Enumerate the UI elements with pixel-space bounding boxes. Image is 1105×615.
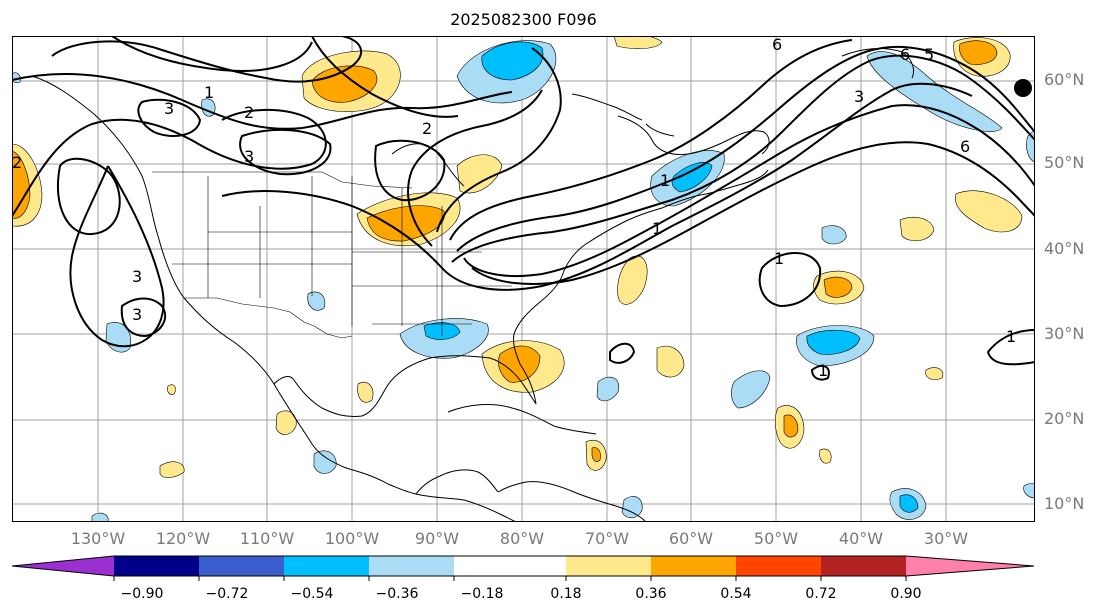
map-title: 2025082300 F096: [450, 10, 597, 29]
contour-label: 3: [854, 87, 864, 106]
lon-tick-label: 60°W: [668, 529, 714, 548]
colorbar-tick-label: −0.18: [460, 586, 504, 602]
contour-label: 1: [204, 83, 214, 102]
lon-tick-label: 120°W: [155, 529, 211, 548]
contour-label: 6: [772, 36, 782, 54]
colorbar-segment: [284, 556, 369, 576]
weather-map: 1 2 3 3 2 3 2 3 1 1 6 5 6 3 6 1 1 1: [12, 36, 1035, 522]
lon-tick-label: 70°W: [584, 529, 630, 548]
colorbar-tick-label: 0.18: [550, 586, 582, 602]
location-marker: [1014, 79, 1032, 97]
lat-tick-label: 40°N: [1044, 239, 1085, 258]
colorbar-segment: [369, 556, 454, 576]
lat-tick-label: 60°N: [1044, 70, 1085, 89]
colorbar-tick-label: 0.90: [890, 586, 922, 602]
negative-anomaly-fill: [12, 40, 1035, 522]
contour-label: 3: [132, 267, 142, 286]
colorbar-tick-label: −0.54: [290, 586, 334, 602]
contour-label: 3: [244, 147, 254, 166]
colorbar-segment: [651, 556, 736, 576]
lon-tick-label: 80°W: [499, 529, 545, 548]
lon-tick-label: 30°W: [923, 529, 969, 548]
contour-label: 1: [774, 249, 784, 268]
lat-tick-label: 50°N: [1044, 153, 1085, 172]
contour-label: 6: [960, 137, 970, 156]
colorbar-tick-label: 0.72: [805, 586, 837, 602]
colorbar-segment: [821, 556, 906, 576]
colorbar-tick-label: 0.54: [720, 586, 752, 602]
contour-label: 2: [12, 153, 22, 172]
contour-label: 2: [422, 119, 432, 138]
contour-label: 1: [660, 171, 670, 190]
colorbar-extend-high: [906, 556, 1034, 576]
lon-tick-label: 90°W: [414, 529, 460, 548]
contour-label: 6: [900, 45, 910, 64]
lon-tick-label: 100°W: [324, 529, 380, 548]
borders: [152, 171, 512, 339]
colorbar-extend-low: [12, 556, 114, 576]
colorbar-tick-label: −0.36: [375, 586, 419, 602]
colorbar-segment: [114, 556, 199, 576]
colorbar-segment: [736, 556, 821, 576]
colorbar-segment: [199, 556, 284, 576]
lon-tick-label: 130°W: [70, 529, 126, 548]
contour-label: 1: [652, 219, 662, 238]
colorbar-segment: [566, 556, 651, 576]
contour-label: 3: [164, 99, 174, 118]
contour-label: 1: [1006, 327, 1016, 346]
contour-labels: 1 2 3 3 2 3 2 3 1 1 6 5 6 3 6 1 1 1: [12, 36, 1016, 380]
contour-label: 3: [132, 305, 142, 324]
contour-label: 2: [244, 103, 254, 122]
lon-tick-label: 110°W: [239, 529, 295, 548]
colorbar: [11, 555, 1035, 581]
colorbar-tick-label: −0.72: [205, 586, 249, 602]
contour-label: 5: [924, 45, 934, 64]
contour-lines: [12, 36, 1035, 381]
contour-label: 1: [818, 361, 828, 380]
colorbar-tick-label: −0.90: [120, 586, 164, 602]
positive-anomaly-fill: [12, 36, 1023, 478]
lat-tick-label: 20°N: [1044, 409, 1085, 428]
lat-tick-label: 30°N: [1044, 324, 1085, 343]
colorbar-tick-label: 0.36: [635, 586, 667, 602]
lat-tick-label: 10°N: [1044, 494, 1085, 513]
lon-tick-label: 40°W: [838, 529, 884, 548]
lon-tick-label: 50°W: [753, 529, 799, 548]
colorbar-segment: [454, 556, 566, 576]
